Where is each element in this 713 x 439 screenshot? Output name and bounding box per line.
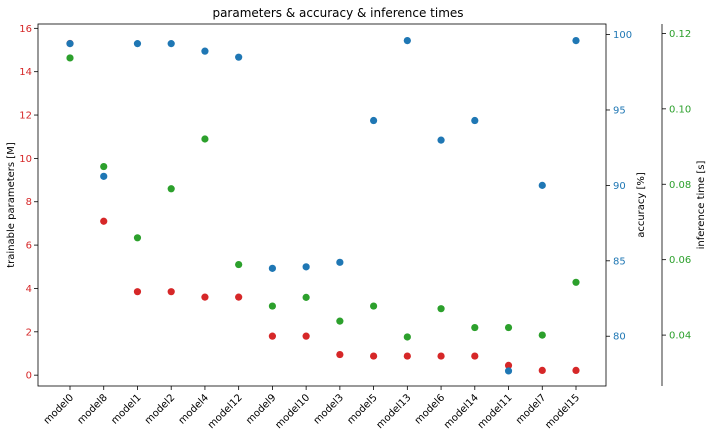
inference-point xyxy=(336,317,344,325)
x-tick-label: model5 xyxy=(345,392,379,426)
x-tick-label: model1 xyxy=(109,392,143,426)
left-tick-label: 4 xyxy=(26,284,32,295)
inference-point xyxy=(167,185,175,193)
parameters-point xyxy=(302,332,310,340)
accuracy-point xyxy=(201,47,209,55)
x-tick-label: model14 xyxy=(442,392,481,431)
inference-point xyxy=(235,260,243,269)
x-tick-label: model4 xyxy=(177,392,211,426)
accuracy-point xyxy=(167,40,175,48)
inference-point xyxy=(302,293,310,301)
left-tick-label: 14 xyxy=(19,67,32,78)
accuracy-point xyxy=(100,172,108,180)
accuracy-point xyxy=(572,36,580,45)
accuracy-point xyxy=(403,36,411,45)
left-axis-label: trainable parameters [M] xyxy=(6,142,17,268)
inference-point xyxy=(504,323,513,332)
parameters-point xyxy=(572,366,580,374)
parameters-point xyxy=(100,217,108,225)
chart-title: parameters & accuracy & inference times xyxy=(212,6,463,20)
inference-point xyxy=(201,135,209,143)
parameters-point xyxy=(133,288,142,296)
inference-point xyxy=(572,278,580,286)
accuracy-tick-label: 100 xyxy=(613,30,632,41)
inference-point xyxy=(403,333,411,341)
inference-tick-label: 0.08 xyxy=(669,180,691,191)
accuracy-point xyxy=(66,40,74,48)
parameters-point xyxy=(235,293,243,301)
inference-tick-label: 0.06 xyxy=(669,255,691,266)
accuracy-point xyxy=(437,136,445,144)
parameters-point xyxy=(201,293,209,301)
inference-point xyxy=(471,323,479,332)
parameters-point xyxy=(437,352,445,360)
x-tick-label: model8 xyxy=(76,392,110,426)
accuracy-point xyxy=(370,116,378,125)
x-tick-label: model9 xyxy=(244,392,278,426)
parameters-point xyxy=(336,350,344,359)
inference-point xyxy=(370,302,378,310)
left-tick-label: 12 xyxy=(19,111,32,122)
left-tick-label: 6 xyxy=(26,241,32,252)
accuracy-point xyxy=(133,40,142,48)
inference-point xyxy=(100,162,108,171)
accuracy-point xyxy=(268,264,276,272)
parameters-point xyxy=(268,332,276,340)
plot-frame xyxy=(37,23,607,387)
x-tick-label: model13 xyxy=(375,392,414,431)
accuracy-point xyxy=(471,116,479,125)
x-tick-label: model15 xyxy=(543,392,582,431)
accuracy-point xyxy=(336,258,344,266)
parameters-point xyxy=(471,352,479,360)
accuracy-point xyxy=(235,53,243,61)
x-tick-label: model2 xyxy=(143,392,177,426)
x-tick-label: model10 xyxy=(273,392,312,431)
left-tick-label: 8 xyxy=(26,197,32,208)
accuracy-tick-label: 85 xyxy=(613,256,626,267)
accuracy-tick-label: 95 xyxy=(613,105,626,116)
accuracy-point xyxy=(538,181,546,189)
parameters-point xyxy=(167,288,175,296)
left-tick-label: 16 xyxy=(19,24,32,35)
accuracy-tick-label: 90 xyxy=(613,181,626,192)
inference-tick-label: 0.10 xyxy=(669,104,691,115)
x-tick-label: model11 xyxy=(476,392,515,431)
accuracy-tick-label: 80 xyxy=(613,332,626,343)
x-tick-label: model12 xyxy=(206,392,245,431)
accuracy-point xyxy=(302,263,310,271)
x-tick-label: model7 xyxy=(514,392,548,426)
x-tick-label: model0 xyxy=(42,392,76,426)
left-tick-label: 0 xyxy=(26,371,32,382)
parameters-point xyxy=(538,366,546,374)
accuracy-point xyxy=(504,367,513,375)
inference-point xyxy=(66,54,74,62)
inference-point xyxy=(268,302,276,310)
inference-axis-label: inference time [s] xyxy=(696,161,707,250)
inference-tick-label: 0.12 xyxy=(669,29,691,40)
x-tick-label: model3 xyxy=(312,392,346,426)
accuracy-axis-label: accuracy [%] xyxy=(636,172,647,238)
inference-point xyxy=(133,234,142,242)
inference-point xyxy=(538,331,546,339)
left-tick-label: 10 xyxy=(19,154,32,165)
inference-point xyxy=(437,305,445,313)
left-tick-label: 2 xyxy=(26,327,32,338)
x-tick-label: model6 xyxy=(413,392,447,426)
parameters-point xyxy=(403,352,411,360)
inference-tick-label: 0.04 xyxy=(669,331,691,342)
parameters-point xyxy=(370,352,378,360)
parameters-point xyxy=(504,361,513,370)
